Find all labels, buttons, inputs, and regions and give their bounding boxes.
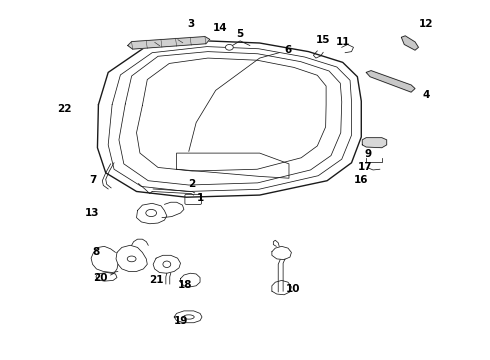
Text: 14: 14 <box>213 23 228 33</box>
Text: 13: 13 <box>85 208 100 218</box>
Text: 21: 21 <box>149 275 163 285</box>
Polygon shape <box>366 71 415 92</box>
Polygon shape <box>128 37 210 49</box>
Text: 9: 9 <box>365 149 372 159</box>
Text: 22: 22 <box>57 104 72 114</box>
Text: 7: 7 <box>89 175 96 185</box>
Text: 10: 10 <box>286 284 300 294</box>
Text: 19: 19 <box>173 316 188 325</box>
Text: 18: 18 <box>178 280 193 290</box>
Text: 1: 1 <box>196 193 204 203</box>
Text: 3: 3 <box>188 19 195 29</box>
Text: 5: 5 <box>237 29 244 39</box>
Text: 20: 20 <box>94 273 108 283</box>
Text: 4: 4 <box>422 90 429 100</box>
Text: 2: 2 <box>188 179 195 189</box>
Text: 17: 17 <box>357 162 372 172</box>
Text: 11: 11 <box>336 37 350 47</box>
Text: 16: 16 <box>354 175 368 185</box>
Text: 6: 6 <box>284 45 292 55</box>
Polygon shape <box>401 36 418 50</box>
Polygon shape <box>362 138 387 148</box>
Text: 15: 15 <box>316 35 330 45</box>
Circle shape <box>225 44 233 50</box>
Text: 12: 12 <box>418 19 433 29</box>
Text: 8: 8 <box>92 247 99 257</box>
